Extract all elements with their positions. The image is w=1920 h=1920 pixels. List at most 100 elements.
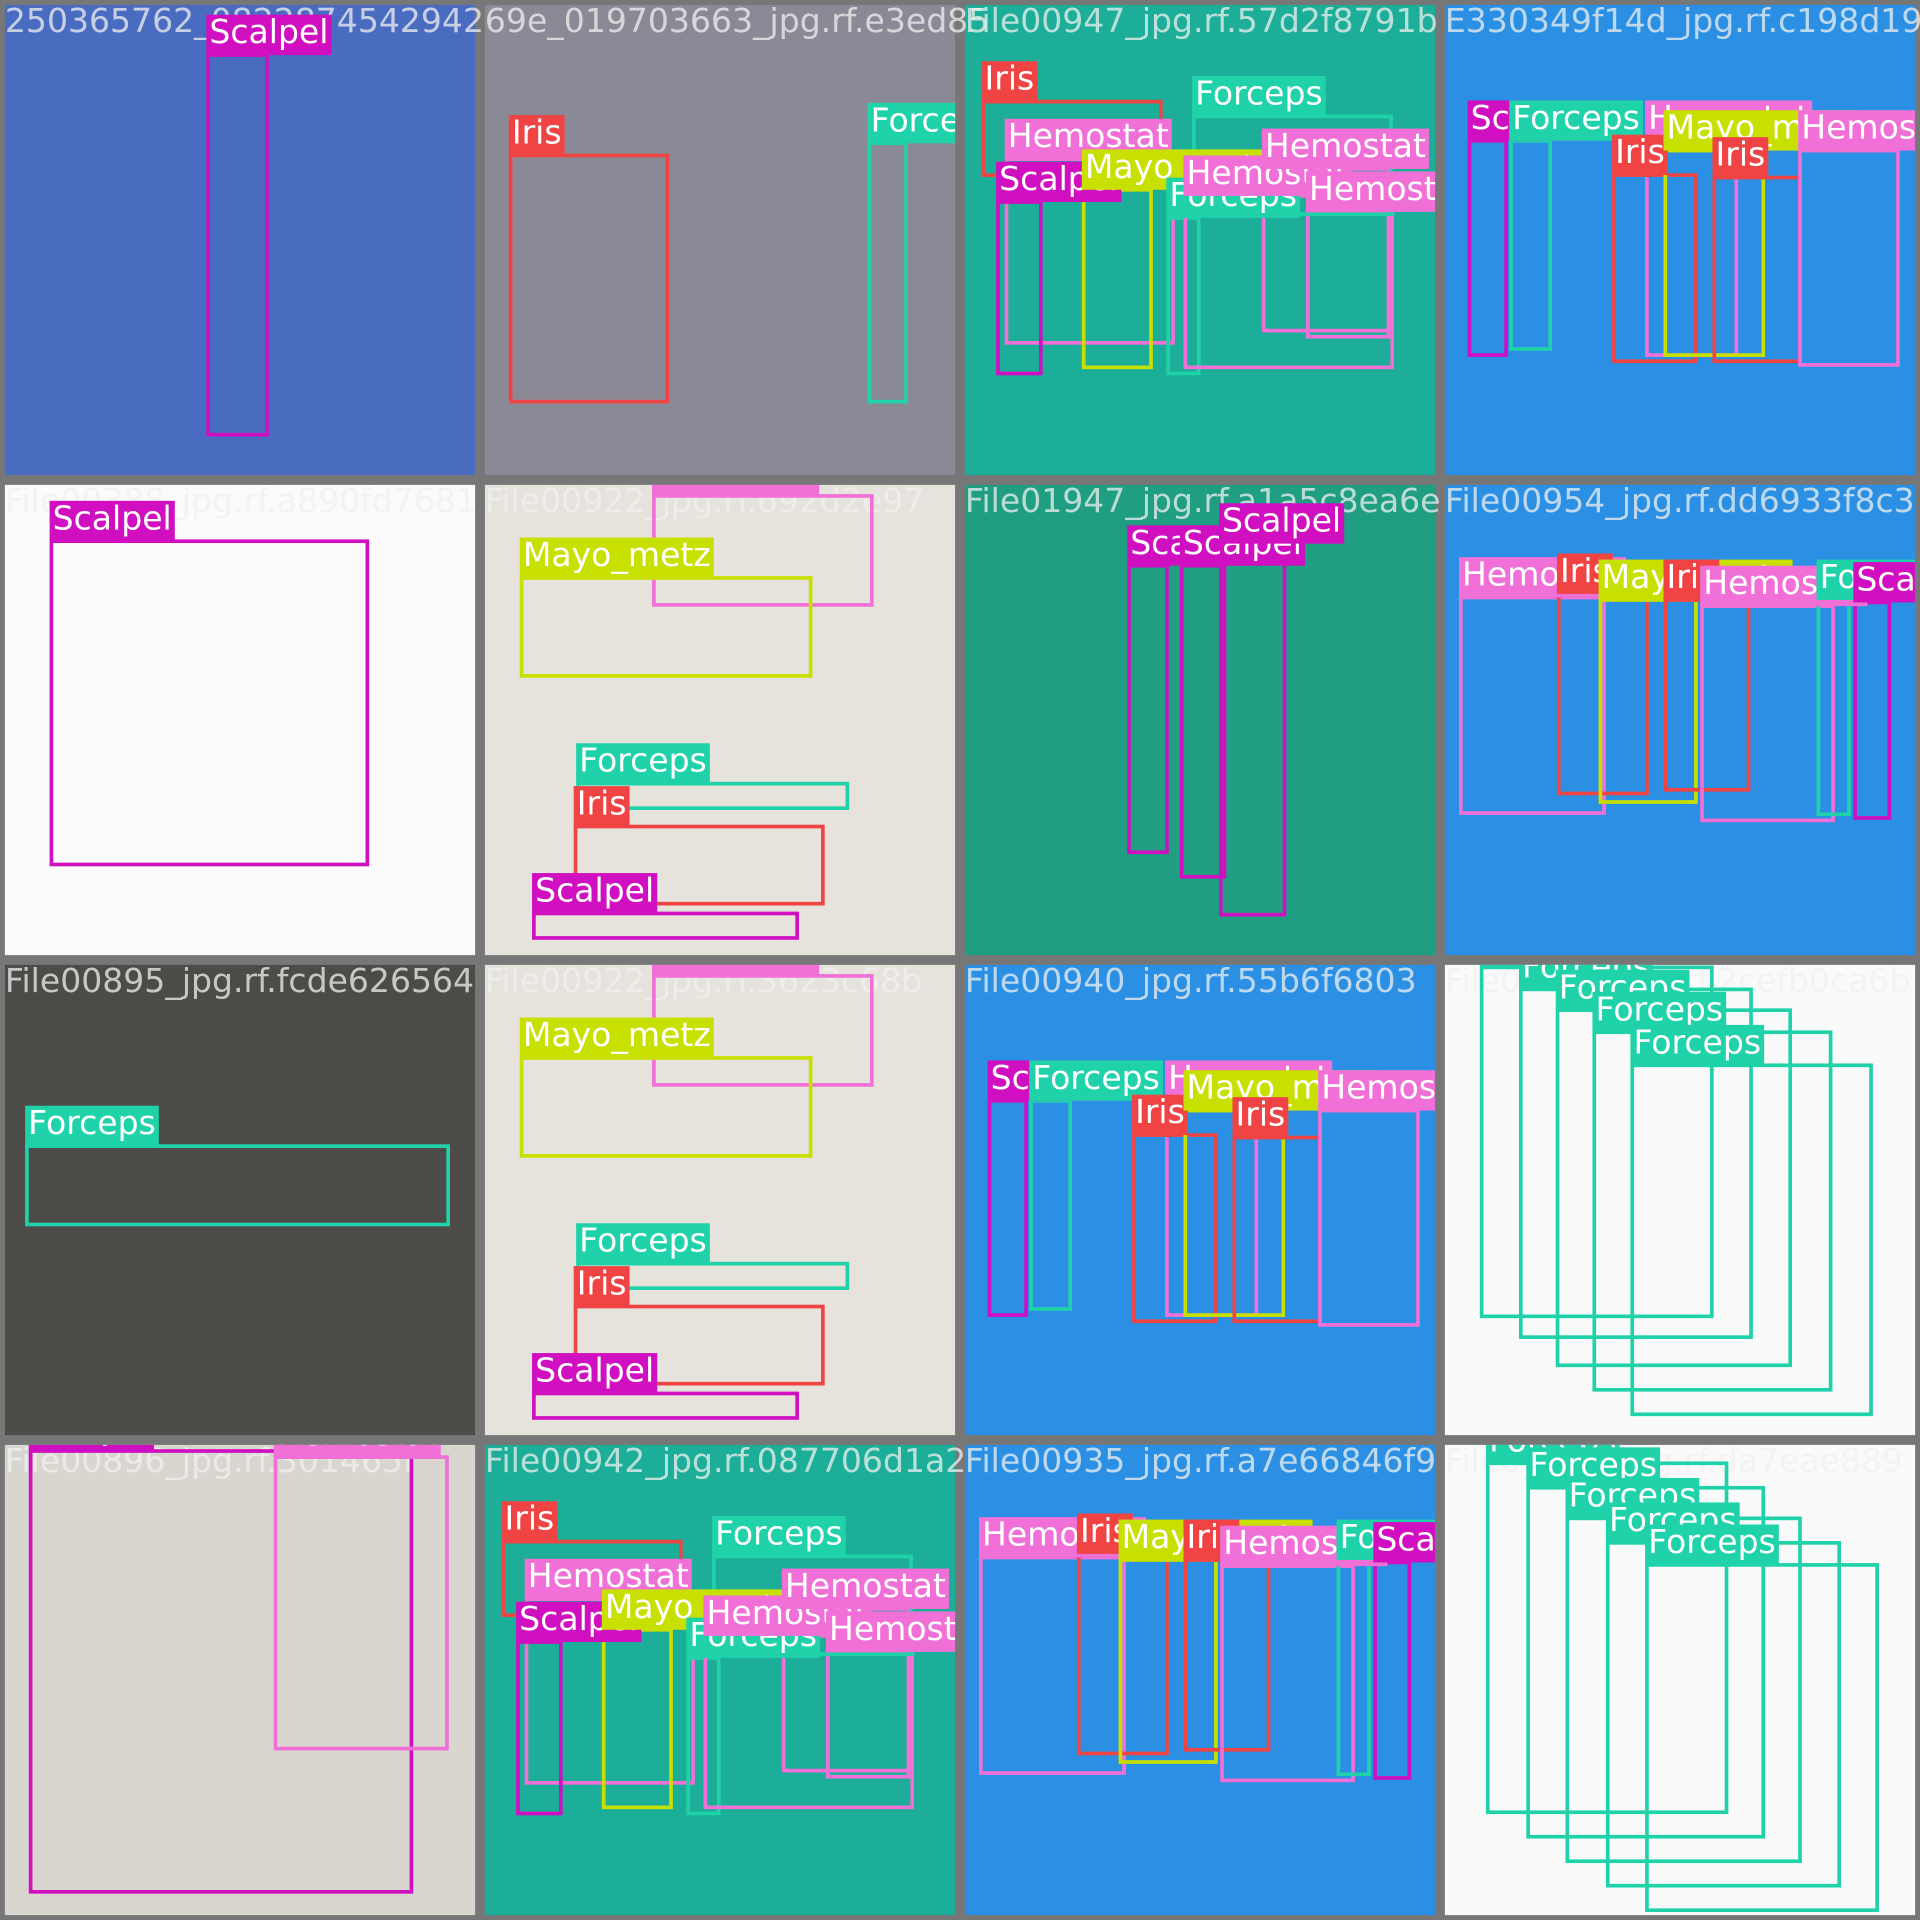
image-tile <box>484 4 956 476</box>
annotations: IrisHemostatScalpelMayo_metzForcepsHemos… <box>981 59 1470 376</box>
class-label: Scalpel <box>1222 501 1341 540</box>
class-label: Iris <box>984 59 1034 98</box>
annotations: ScalpelForcepsHemostatIrisMayo_metzIrisH… <box>1467 98 1920 367</box>
annotations: Scalpel Hemostat <box>28 1414 449 1894</box>
class-label: Mayo_metz <box>523 535 711 574</box>
image-tile <box>4 964 476 1436</box>
class-label: Forceps <box>579 741 707 780</box>
class-label: Hemostat <box>1265 126 1426 165</box>
annotations: IrisHemostatScalpelMayo_metzForcepsHemos… <box>501 1499 990 1816</box>
bounding-box <box>508 153 670 404</box>
bounding-box <box>25 1144 450 1227</box>
class-label: Hemostat <box>1309 169 1470 208</box>
annotations: HemostatIrisMayo_metzIrisHemostatForceps… <box>1458 551 1916 823</box>
class-label: Iris <box>577 1264 627 1303</box>
label-background <box>1261 128 1429 169</box>
class-label: Forceps <box>1195 73 1323 112</box>
class-label: Hemostat <box>829 1609 990 1648</box>
annotations: HemostatIrisMayo_metzIrisHemostatForceps… <box>978 1511 1495 1783</box>
class-label: Forceps <box>1633 1022 1761 1061</box>
label-background <box>519 1017 714 1058</box>
class-label: Hemostat <box>277 1414 438 1453</box>
class-label: Iris <box>1615 132 1665 171</box>
class-label: Forceps <box>871 100 999 139</box>
label-background <box>25 1105 159 1147</box>
annotations: Hemostat Mayo_metz Forceps Iris Scalpel <box>519 933 874 1420</box>
class-label: Forceps <box>1032 1058 1160 1097</box>
class-label: Forceps <box>715 1513 843 1552</box>
annotations: ScalpelScalpelScalpel <box>1127 501 1345 917</box>
bounding-box <box>532 1391 799 1420</box>
label-background <box>273 1444 441 1458</box>
filename: File00942_jpg.rf.087706d1a2 <box>485 1441 966 1480</box>
bounding-box <box>573 824 825 906</box>
label-background <box>576 743 710 784</box>
label-background <box>1509 100 1643 141</box>
label-background <box>1373 1522 1436 1563</box>
label-background <box>206 14 332 56</box>
label-background <box>49 500 175 542</box>
class-label: Iris <box>504 1499 554 1538</box>
class-label: Forceps <box>1648 1522 1776 1561</box>
class-label: Iris <box>1236 1095 1286 1134</box>
label-background <box>652 484 820 496</box>
annotations: Hemostat Mayo_metz Forceps Iris Scalpel <box>519 453 874 940</box>
class-label: Hemostat <box>1801 108 1920 147</box>
class-label: Forceps <box>1529 1445 1657 1484</box>
image-tile <box>1444 4 1916 476</box>
filename: File00935_jpg.rf.a7e66846f9 <box>965 1441 1436 1480</box>
label-background <box>652 964 820 976</box>
label-background <box>1218 503 1345 544</box>
class-label: Hemostat <box>528 1556 689 1595</box>
image-tile <box>964 964 1436 1436</box>
class-label: Scalpel <box>209 12 328 51</box>
bounding-box <box>519 1056 813 1158</box>
annotations: ForcepsForcepsForcepsForcepsForceps <box>1479 964 1873 1417</box>
class-label: Hemostat <box>1321 1068 1482 1107</box>
bounding-box <box>532 911 799 940</box>
filename: File00947_jpg.rf.57d2f8791b <box>965 1 1438 40</box>
annotations: ScalpelForcepsHemostatIrisMayo_metzIrisH… <box>987 1058 1482 1327</box>
bounding-box <box>28 1449 414 1894</box>
annotations: Iris Forceps <box>508 100 999 404</box>
label-background <box>712 1515 846 1557</box>
label-background <box>573 786 630 827</box>
label-background <box>1132 1094 1188 1136</box>
class-label: Iris <box>1135 1092 1185 1131</box>
label-background <box>1318 1070 1436 1111</box>
label-background <box>519 537 714 578</box>
class-label: Forceps <box>1512 98 1640 137</box>
bounding-box <box>573 1304 825 1386</box>
bounding-box <box>1318 1108 1420 1327</box>
class-label: Mayo_metz <box>523 1015 711 1054</box>
label-background <box>532 1353 658 1394</box>
image-tile <box>4 1444 476 1916</box>
class-label: Forceps <box>28 1103 156 1142</box>
label-background <box>28 1444 154 1452</box>
label-background <box>825 1611 956 1652</box>
class-label: Forceps <box>579 1221 707 1260</box>
bounding-box <box>49 539 370 867</box>
label-background <box>1232 1097 1289 1138</box>
class-label: Hemostat <box>655 453 816 492</box>
label-background <box>1305 171 1436 212</box>
label-background <box>508 115 565 156</box>
label-background <box>573 1266 630 1307</box>
label-background <box>1798 110 1916 151</box>
class-label: Hemostat <box>655 933 816 972</box>
label-background <box>501 1501 558 1542</box>
filename: File00895_jpg.rf.fcde626564 <box>5 961 474 1000</box>
label-background <box>1612 134 1668 176</box>
image-tile <box>4 4 476 476</box>
filename: File00940_jpg.rf.55b6f6803 <box>965 961 1417 1000</box>
class-label: Scalpel <box>1376 1520 1495 1559</box>
label-background <box>532 873 658 914</box>
label-background <box>781 1568 949 1609</box>
filename: E330349f14d_jpg.rf.c198d19e <box>1445 1 1920 40</box>
annotations: ForcepsForcepsForcepsForcepsForceps <box>1485 1444 1879 1913</box>
label-background <box>867 102 956 144</box>
class-label: Scalpel <box>53 498 172 537</box>
class-label: Forceps <box>1596 989 1724 1028</box>
filename: File00954_jpg.rf.dd6933f8c3 <box>1445 481 1915 520</box>
